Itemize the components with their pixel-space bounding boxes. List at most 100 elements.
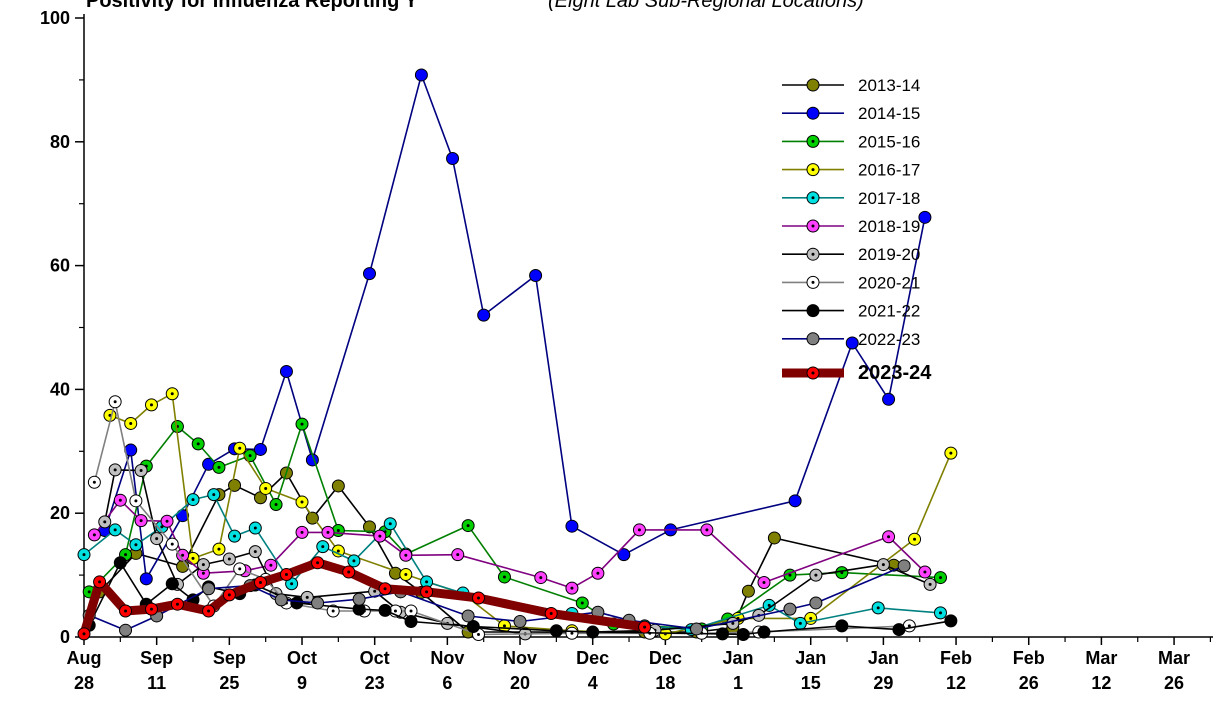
marker-circle (736, 628, 750, 642)
marker-center-dot (87, 590, 91, 594)
marker-center-dot (767, 603, 771, 607)
data-point-2019-20 (248, 545, 262, 559)
marker-circle (362, 267, 376, 281)
x-tick-label-day: 12 (1091, 673, 1111, 693)
marker-center-dot (814, 573, 818, 577)
data-point-2021-22 (736, 628, 750, 642)
marker-center-dot (887, 535, 891, 539)
marker-circle (513, 615, 527, 629)
data-point-2017-18 (108, 523, 122, 537)
data-point-2023-24 (170, 597, 184, 611)
marker-center-dot (731, 621, 735, 625)
data-point-2015-16 (933, 571, 947, 585)
data-point-2017-18 (248, 521, 262, 535)
data-point-2016-17 (399, 567, 413, 581)
x-tick-label-day: 4 (588, 673, 598, 693)
marker-center-dot (103, 520, 107, 524)
marker-center-dot (326, 530, 330, 534)
marker-center-dot (502, 575, 506, 579)
marker-center-dot (347, 570, 351, 574)
data-point-2020-21 (129, 494, 143, 508)
data-point-2023-24 (311, 556, 325, 570)
marker-center-dot (82, 553, 86, 557)
data-point-2018-19 (451, 548, 465, 562)
data-point-2017-18 (77, 548, 91, 562)
x-tick-label-month: Mar (1158, 648, 1190, 668)
data-point-2023-24 (472, 591, 486, 605)
data-point-2019-20 (809, 568, 823, 582)
y-tick-label: 0 (60, 627, 70, 647)
marker-center-dot (227, 593, 231, 597)
data-point-2022-23 (461, 609, 475, 623)
marker-center-dot (570, 631, 574, 635)
data-point-2023-24 (119, 604, 133, 618)
data-point-2014-15 (918, 210, 932, 224)
data-point-2021-22 (835, 619, 849, 633)
x-tick-label-day: 9 (297, 673, 307, 693)
data-point-2017-18 (762, 598, 776, 612)
x-tick-label-day: 18 (655, 673, 675, 693)
marker-center-dot (928, 582, 932, 586)
marker-circle (565, 519, 579, 533)
legend: 2013-14 2014-15 2015-16 2016-17 2017-18 2018-… (782, 76, 932, 384)
data-point-2023-24 (342, 565, 356, 579)
x-tick-label-day: 23 (365, 673, 385, 693)
legend-item-2020-21: 2020-21 (782, 273, 920, 292)
legend-marker (806, 304, 820, 318)
data-point-2014-15 (529, 269, 543, 283)
marker-center-dot (378, 534, 382, 538)
data-point-2017-18 (347, 554, 361, 568)
legend-marker (806, 275, 820, 289)
series-2014-15 (98, 68, 932, 586)
data-point-2018-19 (321, 525, 335, 539)
data-point-2014-15 (279, 364, 293, 378)
marker-circle (788, 494, 802, 508)
data-point-2021-22 (586, 625, 600, 639)
x-tick-label-day: 20 (510, 673, 530, 693)
data-point-2021-22 (466, 619, 480, 633)
data-point-2021-22 (113, 556, 127, 570)
data-point-2020-21 (108, 395, 122, 409)
marker-center-dot (98, 580, 102, 584)
marker-center-dot (809, 616, 813, 620)
data-point-2018-19 (757, 576, 771, 590)
marker-center-dot (539, 576, 543, 580)
x-tick-label-month: Aug (67, 648, 102, 668)
data-point-2019-20 (108, 463, 122, 477)
x-tick-label-month: Feb (940, 648, 972, 668)
data-point-2018-19 (591, 566, 605, 580)
data-point-2017-18 (383, 517, 397, 531)
marker-circle (690, 622, 704, 636)
data-point-2023-24 (202, 604, 216, 618)
chart-title: Positivity for Influenza Reporting Y (86, 0, 419, 12)
marker-center-dot (212, 493, 216, 497)
x-tick-label-day: 26 (1164, 673, 1184, 693)
marker-circle (202, 582, 216, 596)
data-point-2023-24 (77, 627, 91, 641)
data-point-2023-24 (638, 620, 652, 634)
series-2018-19 (87, 493, 932, 595)
marker-center-dot (705, 528, 709, 532)
data-point-2020-21 (165, 537, 179, 551)
marker-center-dot (876, 606, 880, 610)
x-tick-label-month: Sep (140, 648, 173, 668)
x-tick-label-day: 12 (946, 673, 966, 693)
marker-circle (253, 442, 267, 456)
x-tick-label-month: Feb (1013, 648, 1045, 668)
data-point-2018-19 (295, 525, 309, 539)
legend-label: 2023-24 (858, 362, 932, 384)
data-point-2023-24 (279, 567, 293, 581)
data-point-2019-20 (134, 463, 148, 477)
marker-circle (835, 619, 849, 633)
data-point-2016-17 (165, 387, 179, 401)
data-point-2023-24 (378, 582, 392, 596)
data-point-2014-15 (362, 267, 376, 281)
legend-label: 2014-15 (858, 104, 920, 123)
legend-item-2013-14: 2013-14 (782, 76, 920, 95)
marker-circle (119, 623, 133, 637)
marker-center-dot (477, 633, 481, 637)
marker-center-dot (155, 537, 159, 541)
marker-circle (715, 627, 729, 641)
marker-center-dot (643, 625, 647, 629)
marker-center-dot (811, 280, 815, 284)
